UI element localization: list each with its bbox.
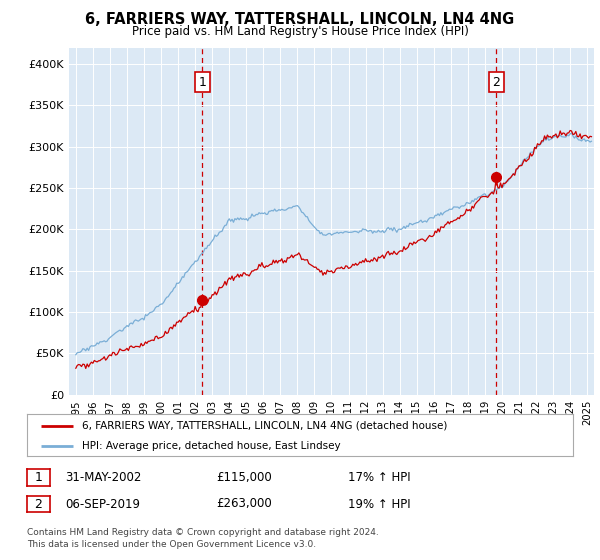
Text: Contains HM Land Registry data © Crown copyright and database right 2024.
This d: Contains HM Land Registry data © Crown c… [27,528,379,549]
Text: 17% ↑ HPI: 17% ↑ HPI [348,470,410,484]
Text: 19% ↑ HPI: 19% ↑ HPI [348,497,410,511]
Text: 2: 2 [493,76,500,89]
Text: £263,000: £263,000 [216,497,272,511]
Text: 31-MAY-2002: 31-MAY-2002 [65,470,141,484]
Text: 6, FARRIERS WAY, TATTERSHALL, LINCOLN, LN4 4NG: 6, FARRIERS WAY, TATTERSHALL, LINCOLN, L… [85,12,515,27]
Text: 2: 2 [34,497,43,511]
Text: HPI: Average price, detached house, East Lindsey: HPI: Average price, detached house, East… [82,441,340,451]
Text: £115,000: £115,000 [216,470,272,484]
Text: 06-SEP-2019: 06-SEP-2019 [65,497,140,511]
Text: Price paid vs. HM Land Registry's House Price Index (HPI): Price paid vs. HM Land Registry's House … [131,25,469,38]
Text: 6, FARRIERS WAY, TATTERSHALL, LINCOLN, LN4 4NG (detached house): 6, FARRIERS WAY, TATTERSHALL, LINCOLN, L… [82,421,447,431]
Text: 1: 1 [34,470,43,484]
Text: 1: 1 [199,76,206,89]
